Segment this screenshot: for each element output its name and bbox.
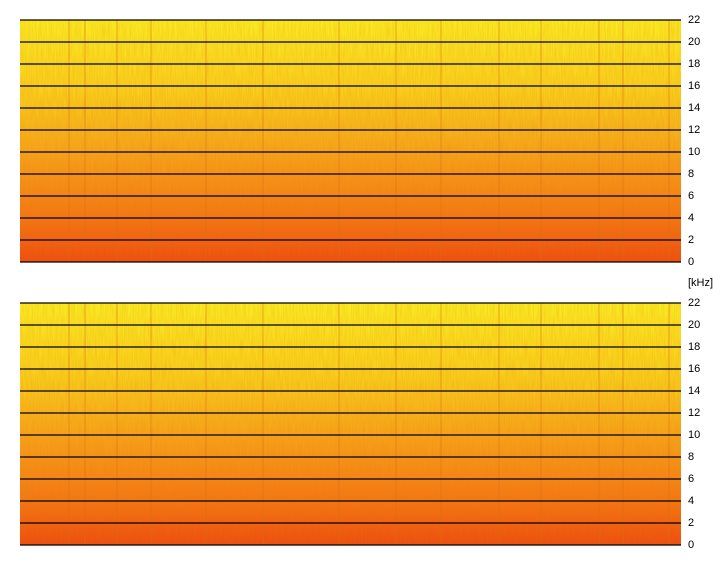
spectrogram-stripe: [338, 303, 340, 545]
y-tick-label: 2: [688, 234, 694, 246]
spectrogram-stripe: [668, 20, 670, 262]
spectrogram-stripe: [150, 20, 152, 262]
y-tick-label: 6: [688, 473, 694, 485]
y-tick-label: 0: [688, 256, 694, 268]
y-tick-label: 4: [688, 495, 694, 507]
spectrogram-stripe: [598, 303, 600, 545]
y-tick-label: 22: [688, 14, 700, 26]
spectrogram-texture: [20, 20, 681, 262]
spectrogram-stripe: [116, 20, 118, 262]
y-tick-label: 0: [688, 539, 694, 551]
spectrogram-stripe: [205, 20, 207, 262]
spectrogram-stripe: [205, 303, 207, 545]
spectrogram-stripe: [395, 303, 397, 545]
y-tick-label: 22: [688, 297, 700, 309]
y-tick-label: 12: [688, 407, 700, 419]
spectrogram-stripe: [150, 303, 152, 545]
spectrogram-stripe: [622, 303, 624, 545]
spectrogram-stripe: [338, 20, 340, 262]
y-tick-label: 12: [688, 124, 700, 136]
y-tick-label: 18: [688, 58, 700, 70]
y-tick-label: 10: [688, 429, 700, 441]
y-tick-label: 8: [688, 168, 694, 180]
spectrogram-stripe: [84, 303, 86, 545]
y-tick-label: 14: [688, 102, 700, 114]
y-tick-label: 16: [688, 363, 700, 375]
spectrogram-stripe: [622, 20, 624, 262]
spectrogram-stripe: [116, 303, 118, 545]
y-tick-label: 20: [688, 319, 700, 331]
y-tick-label: 18: [688, 341, 700, 353]
y-tick-label: 8: [688, 451, 694, 463]
spectrogram-stripe: [262, 20, 264, 262]
y-tick-label: 6: [688, 190, 694, 202]
spectrogram-stripe: [84, 20, 86, 262]
spectrogram-stripe: [440, 20, 442, 262]
spectrogram-stripe: [395, 20, 397, 262]
y-axis-label: [kHz]: [688, 277, 713, 289]
y-tick-label: 16: [688, 80, 700, 92]
spectrogram-stripe: [540, 20, 542, 262]
spectrogram-stripe: [668, 303, 670, 545]
spectrogram-stripe: [598, 20, 600, 262]
y-tick-label: 14: [688, 385, 700, 397]
spectrogram-stripe: [498, 20, 500, 262]
y-tick-label: 4: [688, 212, 694, 224]
spectrogram-stripe: [540, 303, 542, 545]
spectrogram-stripe: [68, 303, 70, 545]
spectrogram-stripe: [498, 303, 500, 545]
y-tick-label: 2: [688, 517, 694, 529]
spectrogram-stripe: [262, 303, 264, 545]
spectrogram-texture: [20, 303, 681, 545]
y-tick-label: 20: [688, 36, 700, 48]
spectrogram-stripe: [68, 20, 70, 262]
y-tick-label: 10: [688, 146, 700, 158]
spectrogram-stripe: [440, 303, 442, 545]
